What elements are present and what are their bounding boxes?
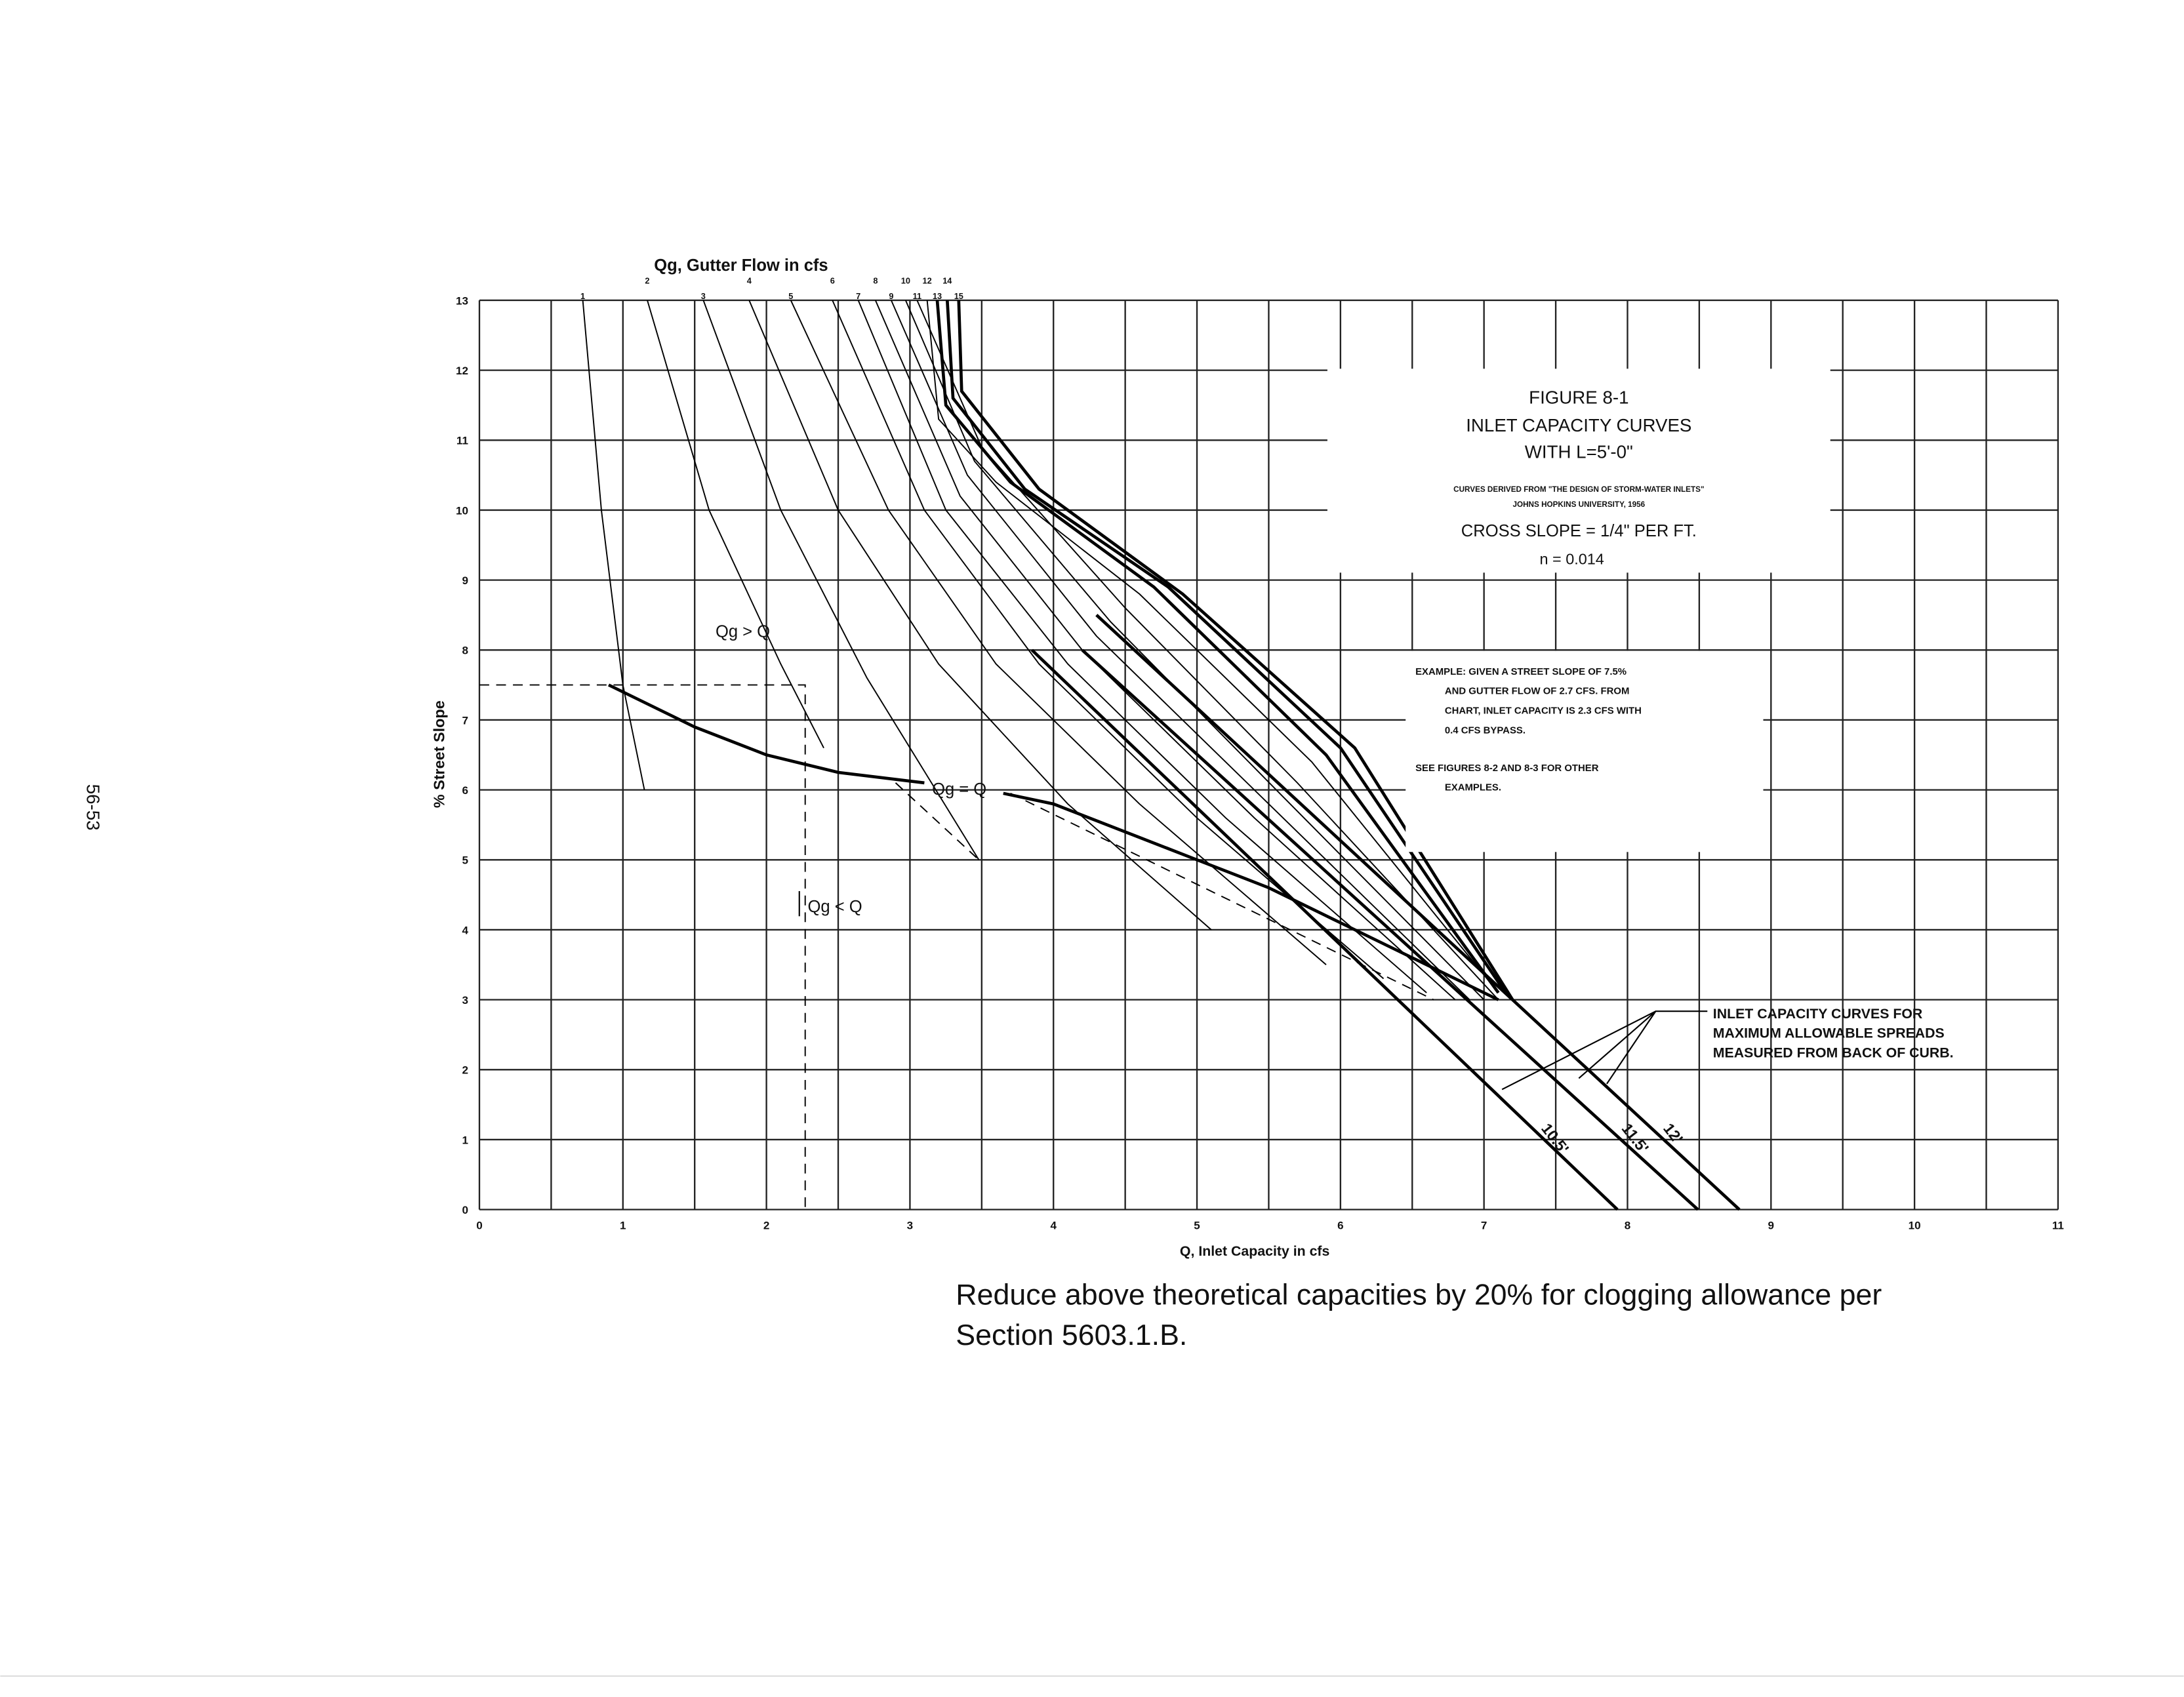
y-tick-label: 12	[456, 365, 468, 377]
region-label: Qg = Q	[932, 780, 986, 799]
y-tick-label: 3	[462, 994, 468, 1007]
gutter-flow-label: 15	[954, 291, 963, 301]
footnote: Reduce above theoretical capacities by 2…	[956, 1279, 1882, 1311]
gutter-flow-label: 8	[873, 275, 878, 285]
x-tick-label: 11	[2052, 1219, 2064, 1231]
example-box	[1405, 650, 1764, 852]
y-tick-label: 11	[456, 435, 468, 447]
gutter-flow-label: 7	[856, 291, 860, 301]
figure-box-text: CURVES DERIVED FROM "THE DESIGN OF STORM…	[1453, 485, 1704, 494]
y-tick-label: 7	[462, 714, 468, 727]
curve	[582, 300, 645, 790]
footnote: Section 5603.1.B.	[956, 1319, 1187, 1351]
curve	[647, 300, 824, 749]
spread-note: MEASURED FROM BACK OF CURB.	[1713, 1045, 1954, 1060]
y-tick-label: 13	[456, 294, 468, 307]
y-tick-label: 1	[462, 1134, 468, 1146]
x-tick-label: 3	[907, 1219, 913, 1231]
region-label: Qg < Q	[808, 898, 862, 916]
top-axis-label: Qg, Gutter Flow in cfs	[654, 256, 828, 275]
y-tick-label: 4	[462, 924, 468, 936]
curve	[904, 300, 1485, 1001]
figure-box-text: WITH L=5'-0"	[1525, 442, 1633, 462]
curve	[702, 300, 980, 860]
curve	[916, 300, 1499, 1001]
curve	[607, 683, 1499, 1001]
example-text: EXAMPLE: GIVEN A STREET SLOPE OF 7.5%	[1415, 667, 1627, 677]
x-tick-label: 1	[620, 1219, 626, 1231]
curve	[1095, 614, 1741, 1211]
curve	[1030, 649, 1619, 1211]
x-tick-label: 5	[1194, 1219, 1200, 1231]
figure-box-text: CROSS SLOPE = 1/4" PER FT.	[1461, 522, 1697, 540]
y-tick-label: 5	[462, 854, 468, 867]
x-tick-label: 8	[1625, 1219, 1630, 1231]
curve	[832, 300, 1385, 980]
spread-note: INLET CAPACITY CURVES FOR	[1713, 1006, 1922, 1022]
gutter-flow-label: 3	[701, 291, 706, 301]
y-tick-label: 10	[456, 504, 468, 517]
gutter-flow-label: 13	[933, 291, 942, 301]
gutter-flow-label: 9	[889, 291, 893, 301]
x-tick-label: 0	[476, 1219, 482, 1231]
example-text: CHART, INLET CAPACITY IS 2.3 CFS WITH	[1445, 706, 1642, 716]
x-tick-label: 9	[1768, 1219, 1774, 1231]
curve	[790, 300, 1327, 965]
figure-box	[1327, 369, 1830, 573]
figure-box-text: JOHNS HOPKINS UNIVERSITY, 1956	[1513, 500, 1646, 509]
curve	[479, 684, 806, 1210]
curve	[891, 300, 1470, 1001]
curve	[748, 300, 1212, 930]
x-tick-label: 2	[763, 1219, 769, 1231]
curve	[935, 300, 1500, 994]
page-number: 56-53	[83, 784, 103, 831]
x-tick-label: 7	[1481, 1219, 1487, 1231]
gutter-flow-label: 5	[788, 291, 793, 301]
figure-box-text: n = 0.014	[1539, 551, 1604, 568]
curve	[926, 300, 1499, 993]
y-tick-label: 0	[462, 1204, 468, 1216]
curve	[895, 782, 980, 860]
x-axis-label: Q, Inlet Capacity in cfs	[1180, 1243, 1329, 1259]
example-text: 0.4 CFS BYPASS.	[1445, 725, 1526, 736]
region-label: Qg > Q	[716, 622, 770, 641]
curve	[945, 300, 1507, 994]
y-tick-label: 2	[462, 1064, 468, 1077]
example-text: SEE FIGURES 8-2 AND 8-3 FOR OTHER	[1415, 763, 1599, 774]
gutter-flow-label: 1	[580, 291, 585, 301]
curve	[1081, 649, 1699, 1211]
gutter-flow-label: 4	[747, 275, 752, 285]
y-tick-label: 6	[462, 784, 468, 797]
leader-lines	[1501, 1010, 1708, 1090]
gutter-flow-label: 11	[913, 291, 922, 301]
gutter-flow-label: 14	[942, 275, 952, 285]
gutter-flow-label: 12	[923, 275, 932, 285]
y-tick-label: 8	[462, 645, 468, 657]
y-tick-label: 9	[462, 574, 468, 587]
gutter-flow-label: 2	[645, 275, 649, 285]
gutter-flow-label: 6	[830, 275, 835, 285]
spread-note: MAXIMUM ALLOWABLE SPREADS	[1713, 1026, 1945, 1041]
curve	[957, 300, 1514, 1001]
gutter-flow-label: 10	[901, 275, 910, 285]
example-text: EXAMPLES.	[1445, 783, 1501, 793]
figure-box-text: FIGURE 8-1	[1529, 388, 1628, 408]
y-axis-label: % Street Slope	[431, 700, 448, 808]
x-tick-label: 4	[1050, 1219, 1057, 1231]
figure-box-text: INLET CAPACITY CURVES	[1466, 415, 1691, 435]
x-tick-label: 10	[1909, 1219, 1921, 1231]
x-tick-label: 6	[1337, 1219, 1343, 1231]
example-text: AND GUTTER FLOW OF 2.7 CFS. FROM	[1445, 687, 1630, 697]
curve	[857, 300, 1427, 993]
